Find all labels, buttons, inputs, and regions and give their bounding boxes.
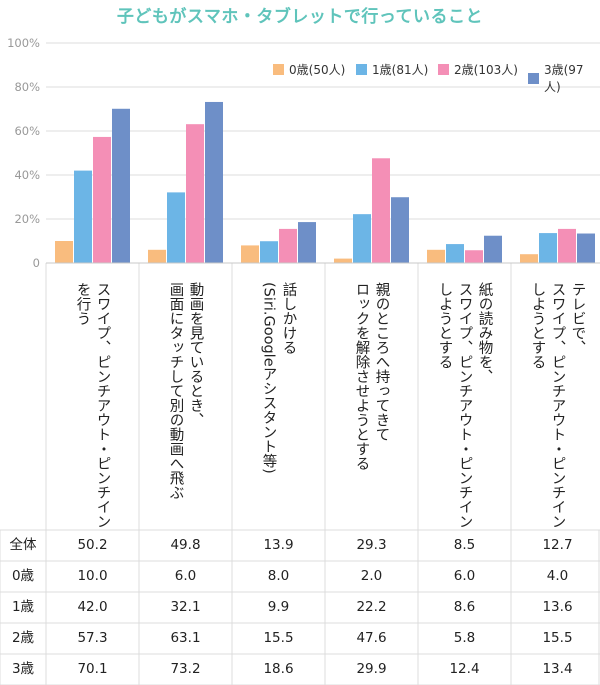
bar-1	[167, 192, 185, 263]
bar-0	[334, 258, 352, 263]
table-row: 0歳 10.0 6.0 8.0 2.0 6.0 4.0	[0, 561, 600, 592]
bar-3	[577, 233, 595, 263]
category-label: 話しかける (Siri.Googleアシスタント等)	[260, 282, 297, 474]
table-cell: 70.1	[77, 661, 108, 677]
table-cell: 10.0	[77, 568, 108, 584]
table-cell: 49.8	[170, 537, 201, 553]
category-label: 親のところへ持ってきて ロックを解除させようとする	[353, 282, 390, 471]
legend-item: 1歳(81人)	[356, 61, 428, 78]
category-label: 動画を見ているとき、 画面にタッチして別の動画へ飛ぶ	[167, 282, 204, 500]
legend-label: 1歳(81人)	[372, 63, 429, 77]
table-cell: 73.2	[170, 661, 201, 677]
bar-0	[241, 245, 259, 263]
table-cell: 42.0	[77, 599, 108, 615]
bar-2	[558, 228, 576, 263]
category-label: テレビで、 スワイプ、ピンチアウト・ピンチイン しようとする	[529, 282, 586, 529]
bar-1	[446, 244, 464, 263]
table-row-header: 0歳	[11, 568, 35, 584]
table-cell: 8.6	[453, 599, 476, 615]
table-cell: 57.3	[77, 630, 108, 646]
table-cell: 9.9	[267, 599, 290, 615]
category-label: 紙の読み物を、 スワイプ、ピンチアウト・ピンチイン しようとする	[436, 282, 493, 529]
bar-2	[186, 124, 204, 264]
table-row-header: 1歳	[11, 599, 35, 615]
table-cell: 29.3	[356, 537, 387, 553]
table-cell: 5.8	[453, 630, 476, 646]
bar-1	[74, 170, 92, 263]
table-cell: 29.9	[356, 661, 387, 677]
category-label: スワイプ、ピンチアウト・ピンチイン を行う	[74, 282, 111, 529]
bar-0	[55, 241, 73, 263]
table-row: 全体 50.2 49.8 13.9 29.3 8.5 12.7	[0, 530, 600, 561]
table-cell: 32.1	[170, 599, 201, 615]
table-row: 3歳 70.1 73.2 18.6 29.9 12.4 13.4	[0, 654, 600, 685]
table-cell: 13.4	[542, 661, 573, 677]
bar-2	[465, 250, 483, 263]
table-row-header: 3歳	[11, 661, 35, 677]
bar-3	[112, 108, 130, 263]
table-cell: 18.6	[263, 661, 294, 677]
legend-swatch	[273, 64, 284, 75]
table-cell: 6.0	[453, 568, 476, 584]
table-cell: 15.5	[542, 630, 573, 646]
y-tick-label: 80%	[14, 80, 40, 94]
bar-1	[353, 214, 371, 263]
table-cell: 63.1	[170, 630, 201, 646]
bar-0	[520, 254, 538, 263]
legend-label: 0歳(50人)	[289, 63, 346, 77]
bar-2	[372, 158, 390, 263]
bar-2	[279, 228, 297, 263]
y-tick-label: 60%	[14, 124, 40, 138]
legend-item: 3歳(97人)	[528, 61, 600, 95]
bar-0	[148, 249, 166, 263]
bar-0	[427, 249, 445, 263]
chart-title: 子どもがスマホ・タブレットで行っていること	[116, 7, 484, 27]
y-tick-label: 0	[33, 256, 40, 270]
table-row-header: 2歳	[11, 630, 35, 646]
table-cell: 13.6	[542, 599, 573, 615]
bar-2	[93, 136, 111, 263]
bar-3	[484, 235, 502, 263]
table-cell: 2.0	[360, 568, 383, 584]
y-tick-label: 100%	[7, 36, 40, 50]
table-cell: 13.9	[263, 537, 294, 553]
table-cell: 22.2	[356, 599, 387, 615]
bar-3	[205, 101, 223, 264]
table-cell: 15.5	[263, 630, 294, 646]
table-cell: 8.0	[267, 568, 290, 584]
table-cell: 6.0	[174, 568, 197, 584]
y-tick-label: 20%	[14, 212, 40, 226]
bar-3	[298, 222, 316, 263]
legend-swatch	[356, 64, 367, 75]
legend-swatch	[438, 64, 449, 75]
table-row-header: 全体	[9, 537, 37, 553]
legend-label: 3歳(97人)	[543, 63, 584, 94]
legend-label: 2歳(103人)	[454, 63, 518, 77]
table-cell: 50.2	[77, 537, 108, 553]
table-row: 2歳 57.3 63.1 15.5 47.6 5.8 15.5	[0, 623, 600, 654]
table-cell: 4.0	[546, 568, 569, 584]
bar-1	[539, 233, 557, 263]
bar-1	[260, 241, 278, 263]
table-row: 1歳 42.0 32.1 9.9 22.2 8.6 13.6	[0, 592, 600, 623]
legend-item: 2歳(103人)	[438, 61, 518, 78]
y-tick-label: 40%	[14, 168, 40, 182]
bar-3	[391, 197, 409, 263]
table-cell: 8.5	[453, 537, 476, 553]
table-cell: 12.7	[542, 537, 573, 553]
legend-item: 0歳(50人)	[273, 61, 345, 78]
legend-swatch	[528, 72, 539, 84]
table-cell: 47.6	[356, 630, 387, 646]
table-cell: 12.4	[449, 661, 480, 677]
